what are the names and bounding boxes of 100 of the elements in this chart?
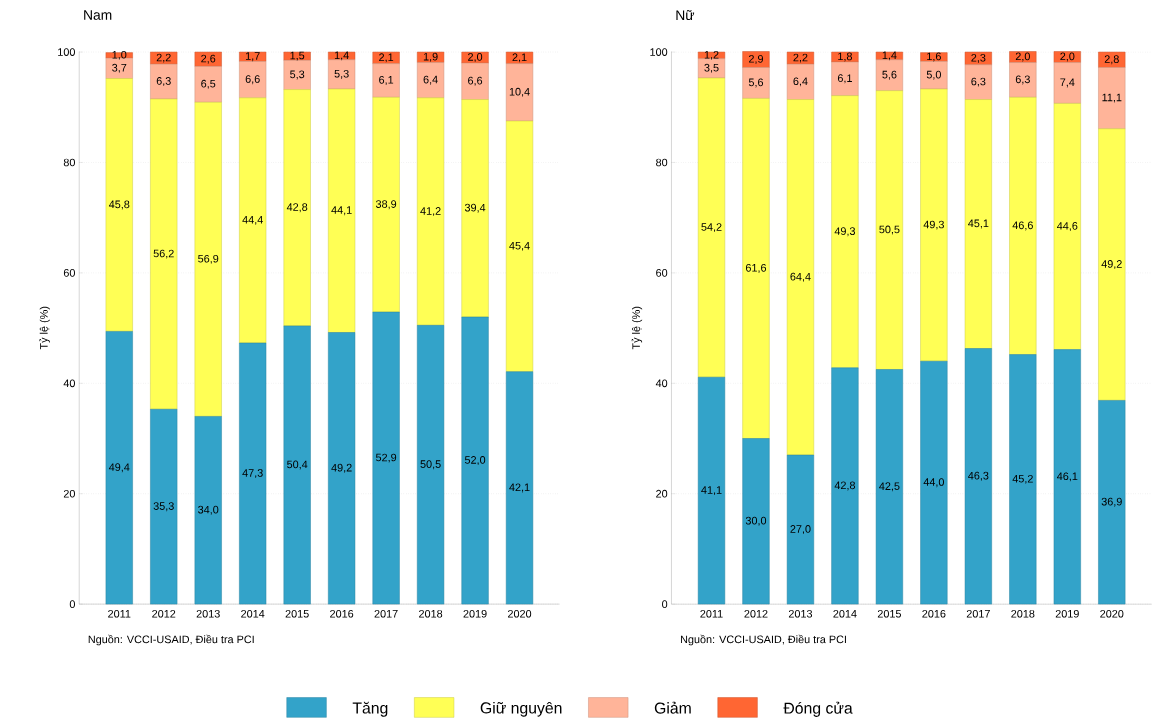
data-label: 6,4 [793, 77, 808, 87]
bar [1009, 354, 1037, 605]
bar [875, 369, 903, 605]
bar [194, 102, 222, 417]
bar [742, 67, 770, 99]
data-label: 6,3 [1015, 75, 1030, 85]
data-label: 1,0 [112, 50, 127, 60]
data-label: 50,5 [879, 225, 900, 235]
bar [417, 62, 445, 99]
bar [964, 51, 992, 65]
data-label: 6,4 [423, 75, 438, 85]
chart-title: Nữ [676, 9, 695, 21]
data-label: 1,5 [290, 51, 305, 61]
bar [786, 51, 815, 65]
bar [239, 97, 267, 344]
y-axis-title: Tỷ lệ (%) [39, 306, 50, 350]
x-tick-label: 2018 [419, 609, 443, 618]
data-label: 5,0 [926, 70, 941, 80]
bar [194, 51, 222, 67]
bar [372, 311, 400, 605]
legend-label: Đóng cửa [783, 701, 853, 717]
data-label: 45,4 [509, 241, 530, 251]
y-tick-label: 100 [650, 48, 668, 56]
bar [150, 98, 178, 410]
data-label: 6,6 [245, 75, 260, 85]
data-label: 45,2 [1012, 474, 1033, 484]
x-tick-label: 2014 [241, 609, 265, 618]
bar [328, 59, 356, 90]
data-label: 44,6 [1057, 222, 1078, 231]
data-label: 2,9 [748, 55, 764, 64]
data-label: 46,6 [1012, 221, 1033, 231]
bar [964, 99, 992, 349]
data-label: 30,0 [745, 516, 767, 526]
data-label: 45,1 [968, 219, 989, 229]
x-tick-label: 2015 [877, 609, 902, 618]
data-label: 3,5 [704, 63, 719, 73]
data-label: 2,6 [201, 54, 216, 64]
bar [105, 78, 133, 332]
data-label: 2,0 [1015, 52, 1030, 62]
data-label: 1,4 [882, 51, 897, 61]
data-label: 49,2 [1101, 260, 1122, 270]
data-label: 1,9 [423, 52, 438, 62]
x-tick-label: 2014 [833, 609, 857, 618]
legend-label: Giữ nguyên [480, 701, 562, 717]
y-tick-label: 40 [63, 379, 75, 388]
legend-label: Giảm [654, 701, 691, 714]
bar [875, 90, 903, 370]
bar [372, 63, 400, 98]
data-label: 2,0 [1060, 52, 1075, 62]
data-label: 64,4 [790, 272, 811, 282]
bar [283, 325, 311, 605]
bar [194, 416, 222, 605]
data-label: 49,2 [331, 463, 352, 473]
data-label: 39,4 [464, 203, 486, 213]
data-label: 49,4 [108, 463, 130, 473]
data-label: 42,8 [834, 481, 856, 491]
data-label: 6,5 [201, 79, 216, 89]
y-tick-label: 0 [69, 600, 75, 608]
data-label: 50,5 [420, 460, 441, 470]
bar [1009, 97, 1037, 355]
data-label: 50,4 [287, 460, 308, 470]
data-label: 46,1 [1057, 472, 1078, 482]
bar [742, 98, 770, 439]
bar [328, 332, 356, 605]
bar [239, 61, 267, 99]
bar [1053, 103, 1081, 350]
bar [194, 66, 222, 103]
y-tick-label: 60 [656, 269, 668, 277]
y-tick-label: 20 [656, 489, 668, 498]
data-label: 41,1 [701, 486, 722, 496]
x-tick-label: 2015 [285, 609, 309, 618]
data-label: 5,6 [882, 70, 897, 80]
data-label: 6,1 [379, 76, 394, 85]
x-tick-label: 2017 [374, 609, 398, 618]
data-label: 54,2 [701, 223, 722, 233]
bar [697, 58, 726, 79]
data-label: 1,7 [245, 52, 260, 62]
bar [505, 51, 534, 64]
x-tick-label: 2012 [744, 609, 768, 618]
bar [505, 63, 534, 122]
data-label: 2,2 [793, 53, 808, 63]
data-label: 2,0 [468, 53, 483, 63]
bar [150, 51, 178, 65]
data-label: 44,0 [923, 478, 945, 488]
bar [239, 51, 267, 62]
bar [1098, 400, 1126, 605]
data-label: 41,2 [420, 207, 441, 217]
data-label: 36,9 [1101, 497, 1122, 507]
data-label: 1,2 [704, 50, 719, 60]
bar [742, 438, 770, 605]
bar [283, 89, 311, 327]
bar [875, 59, 903, 91]
x-tick-label: 2011 [108, 609, 131, 618]
bar [461, 99, 489, 318]
x-tick-label: 2011 [700, 609, 723, 618]
text: Nguồn: VCCI-USAID, Điều tra PCI [88, 634, 254, 646]
data-label: 52,9 [375, 453, 397, 463]
bar [697, 51, 726, 59]
data-label: 10,4 [509, 87, 530, 97]
y-tick-label: 20 [63, 489, 75, 498]
